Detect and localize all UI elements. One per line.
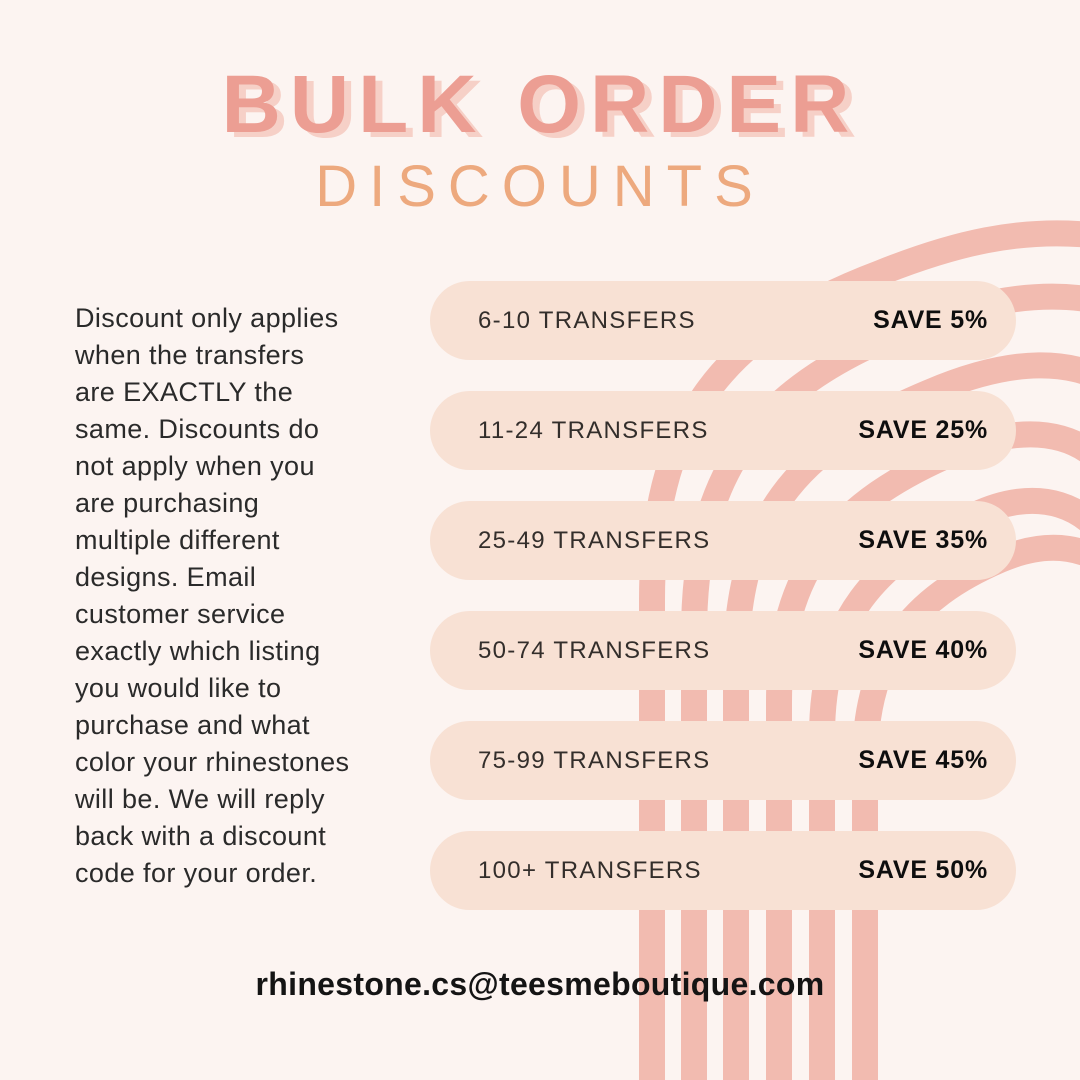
discount-row: 11-24 TRANSFERS SAVE 25% bbox=[430, 391, 1016, 470]
tier-range-label: 50-74 TRANSFERS bbox=[478, 636, 711, 664]
tier-save-label: SAVE 50% bbox=[858, 856, 988, 884]
discount-tier-list: 6-10 TRANSFERS SAVE 5% 11-24 TRANSFERS S… bbox=[430, 281, 1016, 910]
tier-save-label: SAVE 40% bbox=[858, 636, 988, 664]
page-title: BULK ORDER bbox=[221, 59, 859, 150]
tier-save-label: SAVE 25% bbox=[858, 416, 988, 444]
page-subtitle: DISCOUNTS bbox=[315, 154, 765, 219]
discount-policy-text: Discount only applies when the transfers… bbox=[75, 303, 350, 888]
tier-save-label: SAVE 5% bbox=[873, 306, 988, 334]
tier-range-label: 75-99 TRANSFERS bbox=[478, 746, 711, 774]
discount-row: 100+ TRANSFERS SAVE 50% bbox=[430, 831, 1016, 910]
tier-save-label: SAVE 35% bbox=[858, 526, 988, 554]
discount-row: 6-10 TRANSFERS SAVE 5% bbox=[430, 281, 1016, 360]
contact-email: rhinestone.cs@teesmeboutique.com bbox=[255, 966, 825, 1002]
discount-row: 75-99 TRANSFERS SAVE 45% bbox=[430, 721, 1016, 800]
tier-range-label: 100+ TRANSFERS bbox=[478, 856, 702, 884]
discount-row: 50-74 TRANSFERS SAVE 40% bbox=[430, 611, 1016, 690]
tier-save-label: SAVE 45% bbox=[858, 746, 988, 774]
tier-range-label: 11-24 TRANSFERS bbox=[478, 416, 709, 444]
discount-row: 25-49 TRANSFERS SAVE 35% bbox=[430, 501, 1016, 580]
tier-range-label: 25-49 TRANSFERS bbox=[478, 526, 711, 554]
tier-range-label: 6-10 TRANSFERS bbox=[478, 306, 696, 334]
